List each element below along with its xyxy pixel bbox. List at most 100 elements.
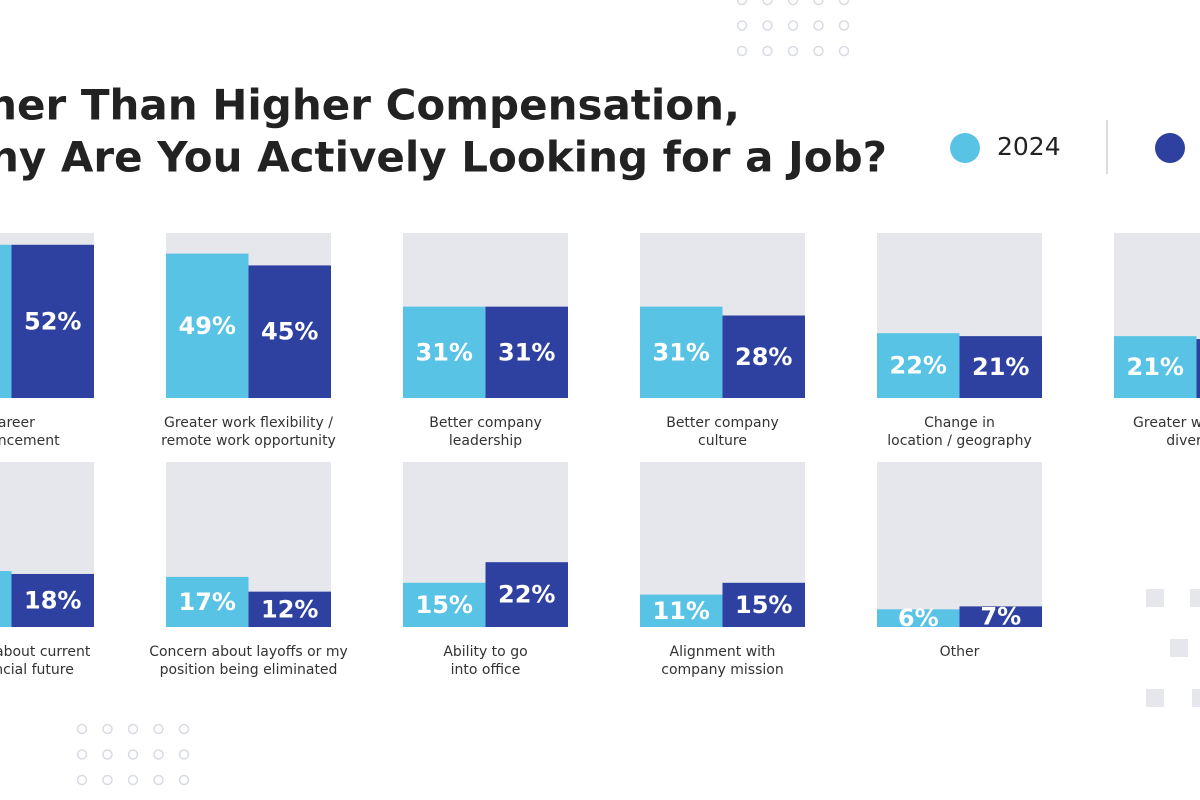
deco-dot xyxy=(127,723,139,735)
value-label: 7% xyxy=(980,603,1021,631)
bar xyxy=(640,306,723,398)
category-label: into office xyxy=(451,662,521,678)
category-label: Greater work flexibility / xyxy=(164,415,333,431)
deco-dot xyxy=(762,45,773,57)
bar xyxy=(1114,336,1197,398)
deco-dot xyxy=(787,20,799,31)
deco-dot xyxy=(787,45,799,57)
deco-dot xyxy=(178,774,190,786)
deco-square xyxy=(1170,639,1188,657)
value-label: 6% xyxy=(898,604,939,632)
dot-grid xyxy=(76,723,190,786)
bar xyxy=(959,336,1042,398)
deco-dot xyxy=(736,45,748,57)
bar xyxy=(722,315,805,398)
legend-swatch xyxy=(950,133,980,163)
bar xyxy=(166,253,249,398)
value-label: 52% xyxy=(24,307,81,335)
deco-dot xyxy=(813,0,824,6)
category-label: Ability to go xyxy=(443,644,527,660)
deco-dot xyxy=(127,774,139,786)
bar xyxy=(722,582,805,627)
bar xyxy=(166,576,249,627)
category-label: Better company xyxy=(429,415,542,431)
category-label: Alignment with xyxy=(670,644,776,660)
deco-dot xyxy=(76,749,88,760)
category-label: Better company xyxy=(666,415,779,431)
legend-swatch xyxy=(1155,133,1185,163)
chart-title: Why Are You Actively Looking for a Job? xyxy=(0,133,887,182)
category-label: Change in xyxy=(924,415,995,431)
value-label: 49% xyxy=(179,312,236,340)
deco-dot xyxy=(813,20,824,31)
deco-dot xyxy=(736,0,748,6)
category-label: Greater workforce xyxy=(1133,415,1200,431)
bar xyxy=(640,594,723,627)
category-label: location / geography xyxy=(887,433,1032,449)
value-label: 15% xyxy=(735,591,792,619)
bar xyxy=(248,265,331,398)
deco-dot xyxy=(178,749,190,760)
category-label: remote work opportunity xyxy=(161,433,336,449)
category-label: culture xyxy=(698,433,747,449)
deco-square xyxy=(1190,589,1200,607)
category-label: Career xyxy=(0,415,35,431)
bar xyxy=(403,306,486,398)
bar xyxy=(485,306,568,398)
category-label: leadership xyxy=(449,433,522,449)
value-label: 21% xyxy=(972,353,1029,381)
deco-dot xyxy=(762,20,773,31)
deco-dot xyxy=(153,774,164,786)
value-label: 45% xyxy=(261,318,318,346)
deco-dot xyxy=(76,723,88,735)
value-label: 17% xyxy=(179,588,236,616)
value-label: 28% xyxy=(735,343,792,371)
category-label: advancement xyxy=(0,433,60,449)
value-label: 22% xyxy=(498,581,555,609)
deco-square xyxy=(1146,589,1164,607)
value-label: 18% xyxy=(24,586,81,614)
deco-square xyxy=(1192,689,1200,707)
deco-dot xyxy=(153,723,164,735)
value-label: 31% xyxy=(416,338,473,366)
value-label: 15% xyxy=(416,591,473,619)
deco-dot xyxy=(762,0,773,6)
decoration xyxy=(76,0,1200,786)
deco-dot xyxy=(736,20,748,31)
deco-dot xyxy=(153,749,164,760)
bar xyxy=(0,244,12,398)
value-label: 31% xyxy=(498,338,555,366)
bar xyxy=(403,582,486,627)
deco-dot xyxy=(178,723,190,735)
deco-dot xyxy=(102,774,113,786)
category-label: company mission xyxy=(661,662,783,678)
dot-grid xyxy=(736,0,850,57)
deco-dot xyxy=(102,749,113,760)
deco-dot xyxy=(838,45,850,57)
bar xyxy=(877,333,960,398)
panel xyxy=(877,462,1042,627)
value-label: 12% xyxy=(261,595,318,623)
deco-square xyxy=(1146,689,1164,707)
category-label: diversity xyxy=(1166,433,1200,449)
deco-dot xyxy=(787,0,799,6)
value-label: 22% xyxy=(890,352,947,380)
deco-dot xyxy=(76,774,88,786)
bar xyxy=(248,591,331,627)
category-label: Concern about layoffs or my xyxy=(149,644,348,660)
value-label: 31% xyxy=(653,338,710,366)
deco-dot xyxy=(838,0,850,6)
chart-title: Other Than Higher Compensation, xyxy=(0,81,740,130)
value-label: 11% xyxy=(653,597,710,625)
category-label: Concern about current xyxy=(0,644,91,660)
category-label: Other xyxy=(940,644,980,660)
bar xyxy=(485,562,568,627)
category-label: position being eliminated xyxy=(160,662,338,678)
category-label: or financial future xyxy=(0,662,74,678)
bar xyxy=(11,573,94,627)
legend-label: 2024 xyxy=(997,132,1061,161)
deco-dot xyxy=(838,20,850,31)
bar xyxy=(0,571,12,627)
bar xyxy=(1196,339,1200,398)
